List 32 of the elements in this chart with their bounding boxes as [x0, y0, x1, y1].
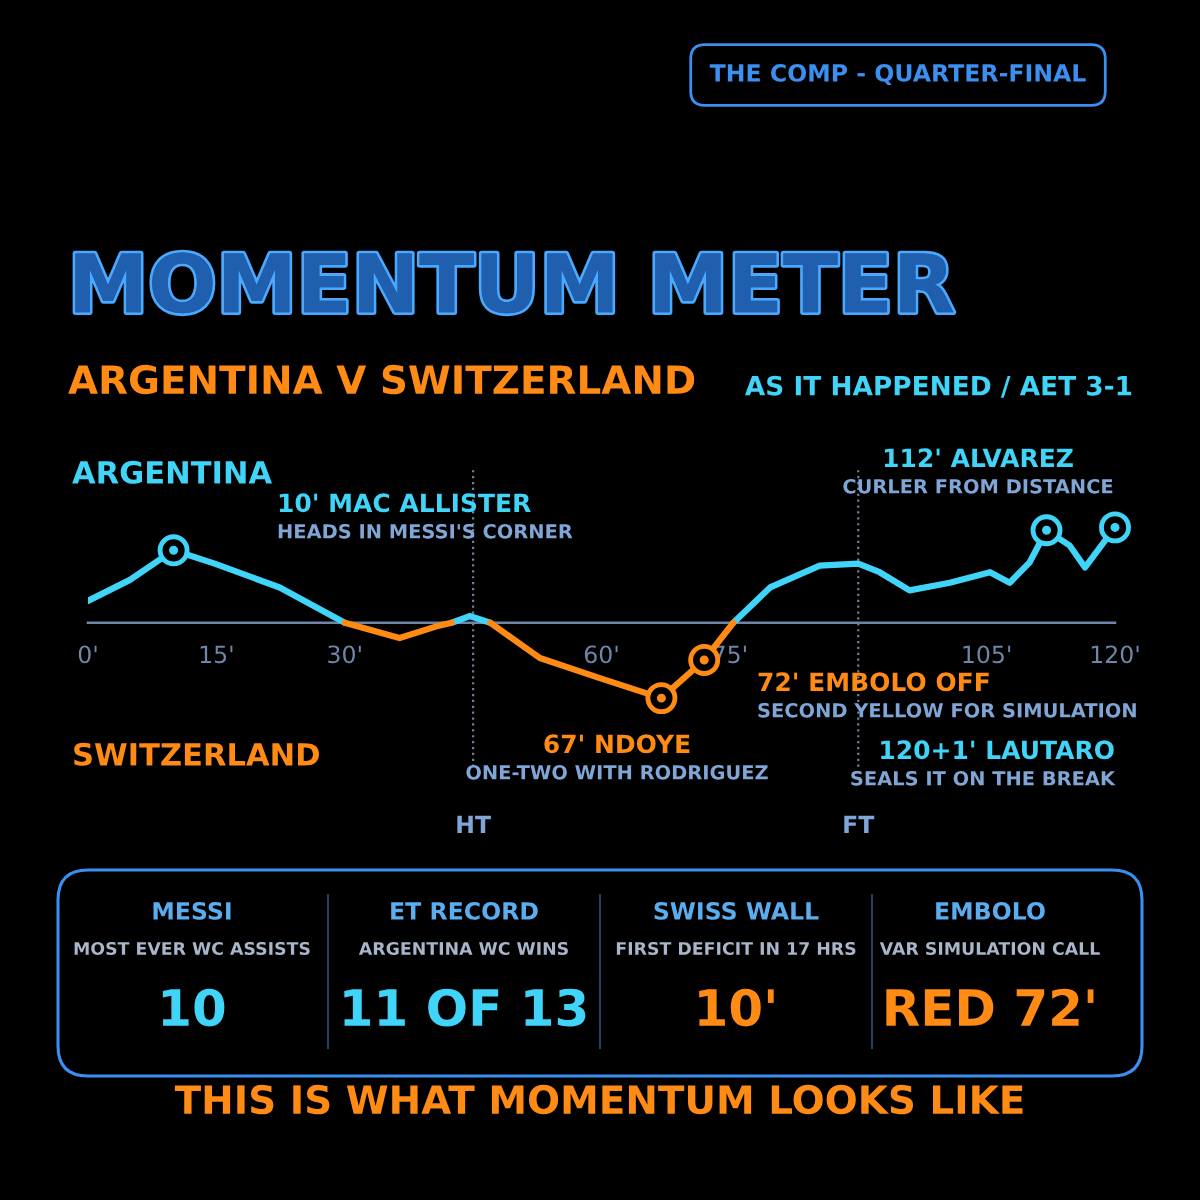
text: THE COMP - QUARTER-FINAL [709, 63, 1086, 85]
text: ARGENTINA [72, 460, 272, 484]
text: THIS IS WHAT MOMENTUM LOOKS LIKE [174, 1084, 1023, 1115]
chart-title: MOMENTUM METER [75, 252, 954, 314]
text: 67' NDOYE ONE-TWO WITH RODRIGUEZ [466, 734, 768, 780]
text: RED 72' [886, 988, 1094, 1026]
annotation: 10' MAC ALLISTER HEADS IN MESSI'S CORNER [278, 493, 573, 539]
text: FIRST DEFICIT IN 17 HRS [616, 941, 856, 956]
text: 11 OF 13 [344, 988, 586, 1027]
text: SWITZERLAND [74, 742, 319, 766]
ref-line-label: HT [457, 815, 491, 834]
text: MOST EVER WC ASSISTS [74, 941, 310, 956]
text: VAR SIMULATION CALL [879, 941, 1100, 956]
text: 120+1' LAUTARO SEALS IT ON THE BREAK [851, 740, 1116, 786]
x-tick-label: 120' [1091, 645, 1139, 664]
x-tick-label: 105' [963, 645, 1011, 664]
x-tick-label: 15' [200, 645, 233, 664]
text: EMBOLO [936, 901, 1045, 920]
text: 112' ALVAREZ CURLER FROM DISTANCE [843, 448, 1113, 494]
text: AS IT HAPPENED / AET 3-1 [744, 375, 1132, 398]
chart-subtitle: ARGENTINA V SWITZERLAND [68, 364, 695, 395]
text: SWISS WALL [654, 901, 819, 920]
text: 10' [699, 988, 774, 1027]
x-tick-label: 60' [584, 645, 618, 664]
x-tick-label: 30' [328, 645, 361, 664]
ref-line-label: FT [844, 815, 875, 834]
text: MESSI [153, 901, 231, 920]
text: ARGENTINA WC WINS [358, 941, 568, 956]
text: 10 [162, 988, 225, 1027]
x-tick-label: 0' [78, 645, 97, 664]
text: ET RECORD [391, 901, 538, 920]
annotation: 72' EMBOLO OFF SECOND YELLOW FOR SIMULATION [758, 672, 1136, 718]
